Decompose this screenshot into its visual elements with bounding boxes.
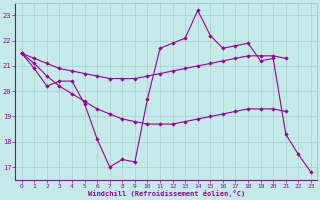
X-axis label: Windchill (Refroidissement éolien,°C): Windchill (Refroidissement éolien,°C) (88, 190, 245, 197)
